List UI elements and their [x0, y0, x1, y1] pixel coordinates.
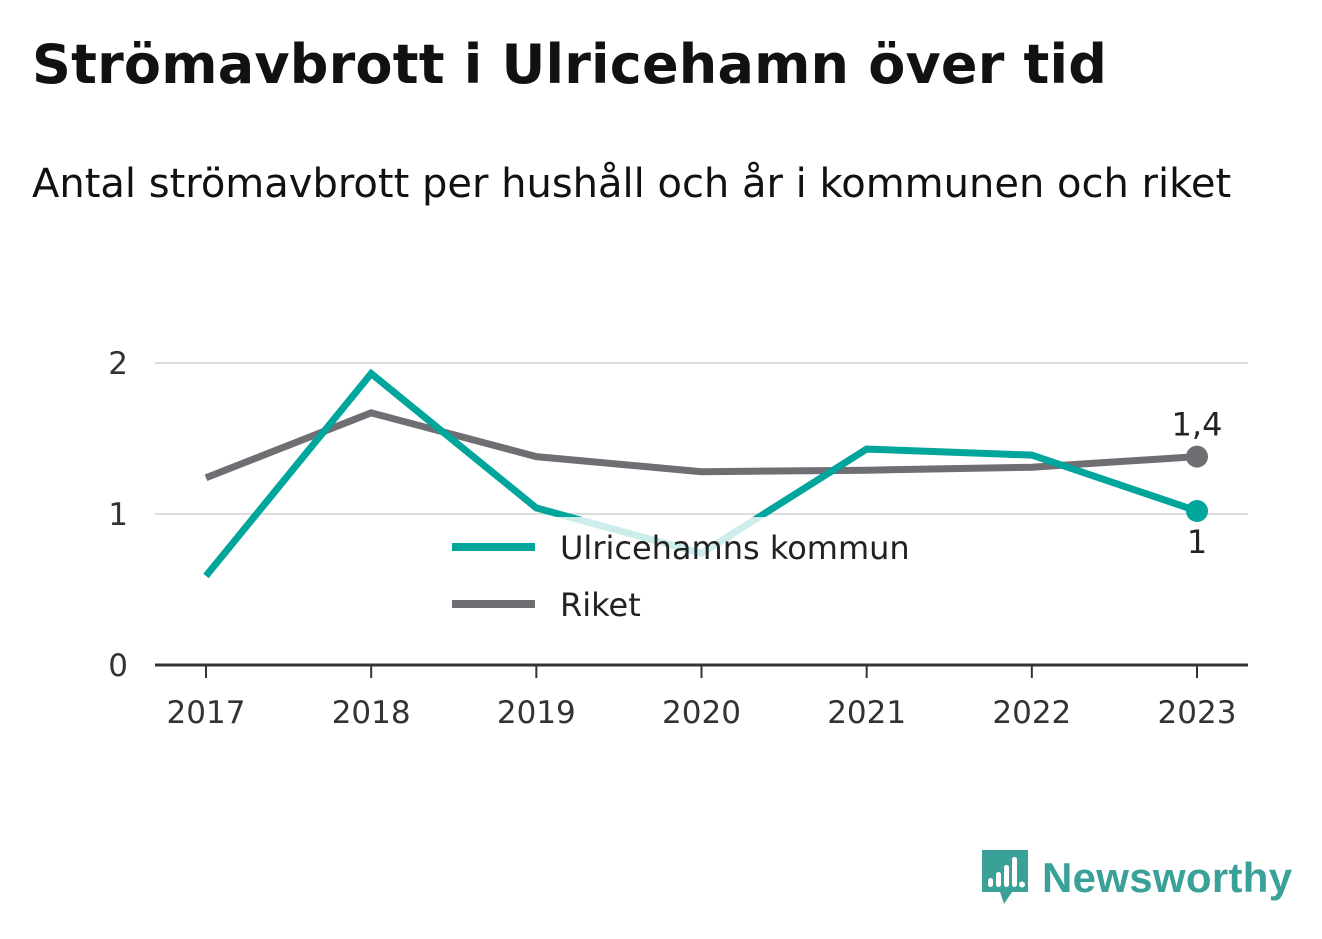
brand-logo: Newsworthy — [980, 848, 1292, 908]
chart-subtitle: Antal strömavbrott per hushåll och år i … — [32, 161, 1232, 207]
x-tick-label: 2019 — [497, 695, 576, 731]
end-point-marker — [1186, 445, 1208, 468]
legend-label: Riket — [560, 586, 641, 624]
legend-label: Ulricehamns kommun — [560, 529, 910, 567]
end-point-label: 1 — [1187, 523, 1207, 561]
x-tick-label: 2022 — [992, 695, 1071, 731]
series-line-riket — [204, 409, 1198, 482]
y-tick-label: 1 — [108, 497, 128, 533]
y-tick-label: 2 — [108, 346, 128, 382]
x-tick-label: 2020 — [662, 695, 741, 731]
x-tick-label: 2021 — [827, 695, 906, 731]
page-title: Strömavbrott i Ulricehamn över tid — [32, 33, 1108, 96]
x-tick-label: 2023 — [1158, 695, 1237, 731]
brand-name: Newsworthy — [1042, 854, 1293, 901]
end-point-label: 1,4 — [1172, 406, 1223, 444]
legend-backdrop — [440, 517, 965, 637]
x-tick-label: 2018 — [332, 695, 411, 731]
bar-chart-speech-bubble-icon — [982, 850, 1028, 904]
x-tick-label: 2017 — [167, 695, 246, 731]
end-point-marker — [1186, 499, 1208, 522]
y-tick-label: 0 — [108, 648, 128, 684]
